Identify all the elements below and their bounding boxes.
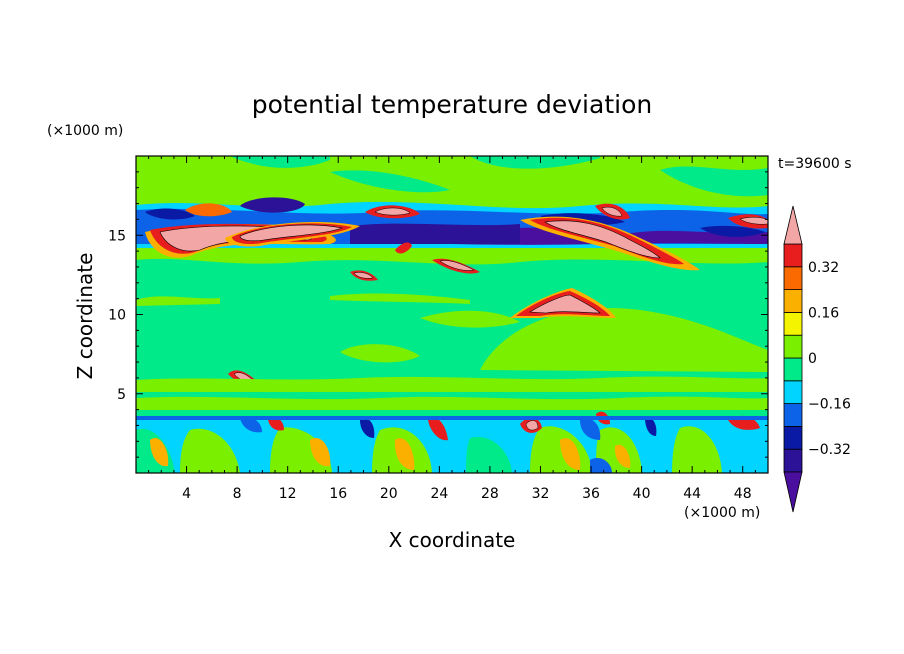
pink-ridge-11 [529,294,601,314]
x-tick-label: 40 [633,486,651,502]
green-patch-mid [330,293,470,304]
y-units-label: (×1000 m) [47,123,123,139]
x-axis: 4 8 12 16 20 24 28 32 36 40 44 48 [148,156,756,502]
colorbar-box [783,266,803,290]
blue-line-3_5 [136,416,768,420]
x-tick-label: 32 [532,486,550,502]
colorbar-tick-label: 0.16 [808,305,839,321]
x-tick-label: 44 [683,486,701,502]
green-band-4 [136,396,768,410]
dark-blue-lower-2 [580,418,601,440]
pink-blob-16 [601,206,623,217]
dark-blue-blob-16 [145,208,195,220]
colorbar-box [783,289,803,313]
upper-green-blob-4 [330,170,450,193]
dark-blue-blob-17 [240,197,305,213]
green-lower-8 [466,436,512,473]
x-tick-label: 24 [430,486,448,502]
green-lens-mid [420,310,520,328]
colorbar-tick-label: −0.32 [808,442,851,458]
x-units-label: (×1000 m) [684,505,760,521]
x-tick-label: 16 [329,486,347,502]
orange-lower-5 [614,444,631,468]
x-tick-label: 12 [279,486,297,502]
dark-blue-band-15a [350,223,520,244]
red-streak-14 [395,242,412,254]
pink-blob-right [739,216,768,225]
contour-field [136,156,768,473]
colorbar-box [783,357,803,382]
colorbar-box [783,243,803,268]
pink-lower-2 [525,420,539,431]
blue-lower-4 [240,416,262,433]
colorbar-tick-label: −0.16 [808,397,851,413]
orange-lower-2 [310,438,331,467]
x-tick-label: 48 [734,486,752,502]
upper-green-blob-3 [660,166,768,197]
y-tick-label: 10 [108,308,126,324]
pink-streak-13 [439,260,475,271]
dark-blue-lower-3 [645,418,657,436]
chart-title: potential temperature deviation [252,90,652,119]
x-tick-label: 8 [233,486,242,502]
orange-lower-4 [560,438,581,470]
orange-lower-3 [394,438,415,470]
pink-band-upper [239,224,344,242]
y-axis: 5 10 15 [108,171,768,458]
colorbar-box [783,448,803,473]
green-patch-10 [136,296,220,306]
green-patch-11 [340,344,420,363]
pink-streak-12 [353,272,374,279]
colorbar-min-triangle [783,471,803,513]
colorbar-tick-label: 0.32 [808,260,839,276]
dark-blue-blob-16c [700,225,765,237]
y-tick-label: 5 [117,387,126,403]
x-tick-label: 4 [182,486,191,502]
pink-ridge-17 [374,207,411,216]
green-band-5 [136,376,768,392]
pink-rise-right [544,220,661,259]
x-tick-label: 36 [582,486,600,502]
upper-green-blob-2 [470,156,600,169]
dark-blue-lower-1 [360,418,375,438]
red-lower-3 [268,417,284,431]
x-tick-label: 28 [481,486,499,502]
y-tick-label: 15 [108,228,126,244]
colorbar-box [783,403,803,427]
red-lower-1 [428,417,448,441]
colorbar-tick-label: 0 [808,351,817,367]
upper-green-blob-1 [230,156,330,168]
green-lower-2 [180,428,240,473]
colorbar-box [783,311,803,336]
colorbar-box [783,425,803,450]
green-lower-7 [672,426,722,473]
blue-lower-5 [590,457,612,473]
green-lens-11 [480,308,768,372]
x-tick-label: 20 [380,486,398,502]
red-ridge-17b [185,203,232,217]
colorbar-max-triangle [783,205,803,245]
green-lower-3 [270,427,332,473]
colorbar: 0.32 0.16 0 −0.16 −0.32 [783,205,851,513]
colorbar-box [783,380,803,404]
orange-lower-1 [150,438,169,467]
x-axis-label: X coordinate [389,528,516,552]
time-label: t=39600 s [778,156,852,172]
colorbar-box [783,334,803,359]
y-axis-label: Z coordinate [73,253,97,380]
